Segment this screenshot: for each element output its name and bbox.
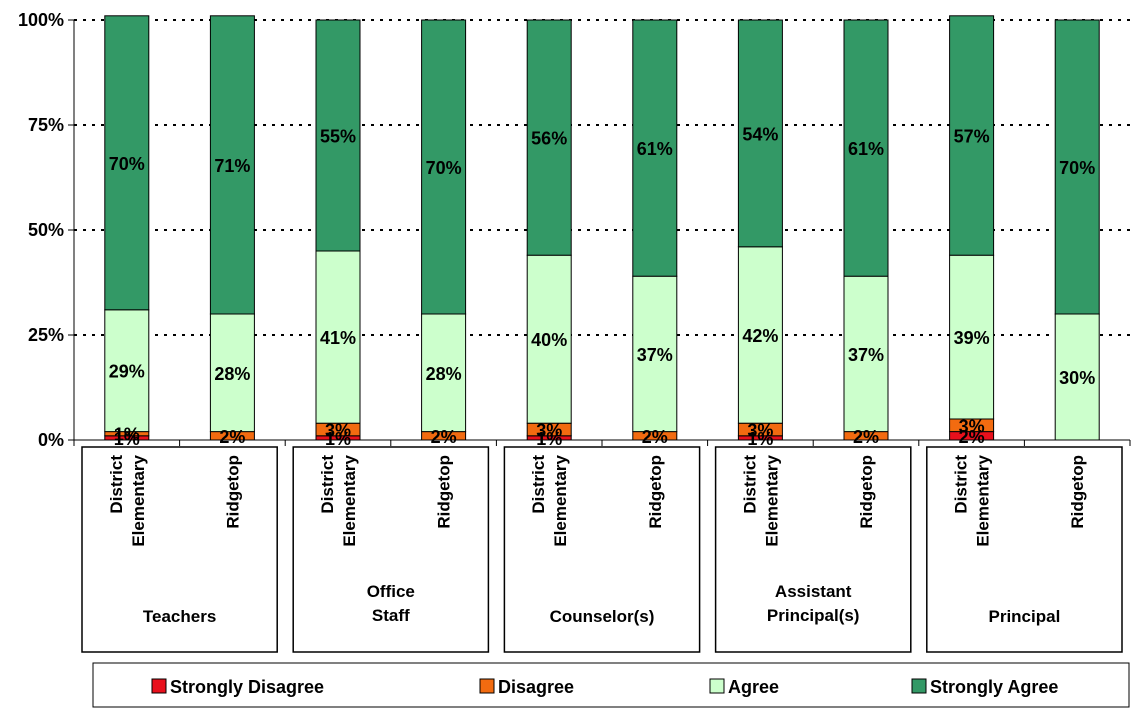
data-label: 1% <box>747 429 773 449</box>
group-label: Principal <box>988 607 1060 626</box>
data-label: 1% <box>114 425 140 445</box>
group-box <box>292 446 490 653</box>
data-label: 57% <box>954 127 990 147</box>
category-label: Elementary <box>974 454 993 546</box>
category-label: Elementary <box>551 454 570 546</box>
category-label: Elementary <box>340 454 359 546</box>
category-label: Elementary <box>129 454 148 546</box>
bar-segment <box>209 15 255 315</box>
bar-segment <box>526 254 572 424</box>
category-label: District <box>952 455 971 514</box>
group-box <box>714 446 912 653</box>
legend-label: Strongly Agree <box>930 677 1058 697</box>
data-label: 42% <box>742 326 778 346</box>
bar-segment <box>315 250 361 424</box>
y-tick-label: 25% <box>28 325 64 345</box>
legend-label: Strongly Disagree <box>170 677 324 697</box>
category-label: Ridgetop <box>1068 455 1087 529</box>
group-label: Counselor(s) <box>550 607 655 626</box>
data-label: 56% <box>531 129 567 149</box>
y-tick-label: 75% <box>28 115 64 135</box>
data-label: 71% <box>214 156 250 176</box>
bar-segment <box>315 19 361 252</box>
data-label: 30% <box>1059 368 1095 388</box>
category-label: Ridgetop <box>435 455 454 529</box>
data-label: 2% <box>959 427 985 447</box>
data-label: 70% <box>426 158 462 178</box>
data-label: 40% <box>531 330 567 350</box>
legend-swatch <box>911 678 927 694</box>
bar-segment <box>843 275 889 433</box>
data-label: 29% <box>109 362 145 382</box>
y-axis-ticks: 0% 25% 50% 75% 100% <box>18 10 1131 450</box>
legend-box <box>92 662 1130 708</box>
bar-segment <box>632 275 678 433</box>
group-box <box>81 446 278 653</box>
data-label: 2% <box>853 427 879 447</box>
y-tick-label: 0% <box>38 430 64 450</box>
bar-segment <box>526 19 572 256</box>
data-label: 3% <box>536 421 562 441</box>
data-label: 3% <box>959 416 985 436</box>
category-label: District <box>529 455 548 514</box>
bar-segment <box>632 19 678 277</box>
data-label: 1% <box>114 429 140 449</box>
data-label: 37% <box>637 345 673 365</box>
bar-segment <box>104 15 150 311</box>
data-label: 54% <box>742 124 778 144</box>
bar-segment <box>209 313 255 433</box>
data-label: 3% <box>747 421 773 441</box>
data-label: 61% <box>848 139 884 159</box>
data-label: 55% <box>320 127 356 147</box>
category-label: Ridgetop <box>223 455 242 529</box>
legend-swatch <box>479 678 495 694</box>
data-label: 70% <box>1059 158 1095 178</box>
data-label: 37% <box>848 345 884 365</box>
data-label: 2% <box>431 427 457 447</box>
data-label: 3% <box>325 421 351 441</box>
bar-segment <box>1054 19 1100 315</box>
category-label: District <box>740 455 759 514</box>
legend-label: Agree <box>728 677 779 697</box>
group-label: Assistant <box>775 582 852 601</box>
bar-segment <box>843 19 889 277</box>
group-label: Principal(s) <box>767 606 860 625</box>
data-label: 1% <box>325 429 351 449</box>
group-box <box>503 446 701 653</box>
group-label: Teachers <box>143 607 216 626</box>
group-label: Office <box>367 582 415 601</box>
data-label: 1% <box>536 429 562 449</box>
bar-segment <box>949 254 995 420</box>
category-label: District <box>318 455 337 514</box>
data-label: 70% <box>109 154 145 174</box>
category-label: Ridgetop <box>857 455 876 529</box>
data-label: 2% <box>219 427 245 447</box>
data-label: 28% <box>426 364 462 384</box>
x-axis-categories: Teachers Office Staff Counselor(s) Assistant… <box>81 446 1123 653</box>
data-label: 61% <box>637 139 673 159</box>
bar-segment <box>421 313 467 433</box>
data-label: 39% <box>954 328 990 348</box>
legend-label: Disagree <box>498 677 574 697</box>
bar-segment <box>1054 313 1100 441</box>
category-label: Ridgetop <box>646 455 665 529</box>
category-label: Elementary <box>762 454 781 546</box>
bar-segment <box>421 19 467 315</box>
legend: Strongly Disagree Disagree Agree Strongly A… <box>92 662 1130 708</box>
y-tick-label: 50% <box>28 220 64 240</box>
bars <box>104 15 1100 441</box>
y-tick-label: 100% <box>18 10 64 30</box>
segment-labels: 1%1%29%70%2%28%71%1%3%41%55%2%28%70%1%3%… <box>109 124 1095 449</box>
legend-swatch <box>709 678 725 694</box>
category-label: District <box>107 455 126 514</box>
data-label: 2% <box>642 427 668 447</box>
bar-segment <box>737 19 783 248</box>
data-label: 28% <box>214 364 250 384</box>
group-label: Staff <box>372 606 410 625</box>
data-label: 41% <box>320 328 356 348</box>
bar-segment <box>949 15 995 256</box>
legend-swatch <box>151 678 167 694</box>
group-box <box>926 446 1123 653</box>
